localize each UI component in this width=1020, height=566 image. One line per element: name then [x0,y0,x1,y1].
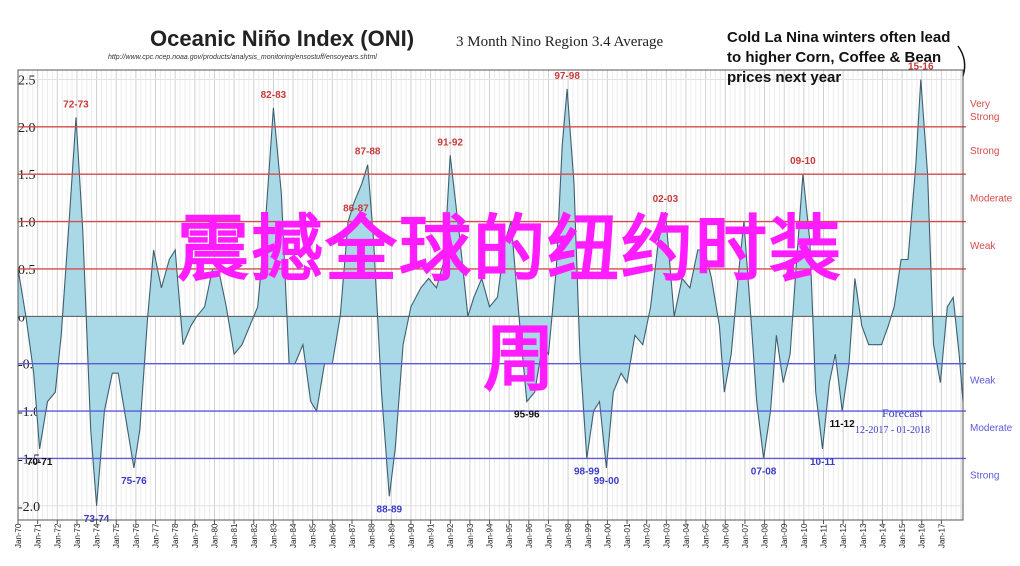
x-tick-label: Jan-16 [918,523,927,548]
el-nino-event-label: 15-16 [908,61,934,72]
x-tick-label: Jan-13 [859,523,868,548]
x-tick-label: Jan-01 [623,523,632,548]
la-nina-event-label: 11-12 [830,419,855,430]
threshold-label: Strong [970,470,999,481]
overlay-headline-second-line: 周 [482,317,557,401]
x-tick-label: Jan-12 [839,523,848,548]
x-tick-label: Jan-81 [230,523,239,548]
la-nina-event-label: 88-89 [377,504,403,515]
x-tick-label: Jan-09 [780,523,789,548]
x-tick-label: Jan-70 [14,523,23,548]
y-tick-label: -1.0 [18,405,40,420]
x-tick-label: Jan-84 [289,523,298,548]
y-tick-label: 0 [18,310,25,325]
callout-text: Cold La Nina winters often lead to highe… [727,29,951,86]
x-tick-label: Jan-94 [486,523,495,548]
y-tick-label: -2.0 [18,500,40,515]
plot-frame [17,69,964,521]
x-tick-label: Jan-91 [427,523,436,548]
y-tick-label: -1.5 [18,452,40,467]
la-nina-event-label: 70-71 [27,457,53,468]
la-nina-event-label: 99-00 [594,476,620,487]
x-tick-label: Jan-97 [544,523,553,548]
threshold-label: Very [970,99,990,110]
x-tick-label: Jan-88 [368,523,377,548]
x-tick-label: Jan-00 [603,523,612,548]
el-nino-event-label: 09-10 [790,156,816,167]
threshold-label: Weak [970,241,996,252]
chart-title: Oceanic Niño Index (ONI) [150,26,415,51]
x-tick-label: Jan-87 [348,523,357,548]
chart-subtitle: 3 Month Nino Region 3.4 Average [456,34,664,50]
x-tick-label: Jan-75 [112,523,121,548]
x-tick-label: Jan-15 [898,523,907,548]
el-nino-event-label: 87-88 [355,147,381,158]
x-tick-label: Jan-76 [132,523,141,548]
x-tick-label: Jan-99 [584,523,593,548]
y-tick-label: 0.5 [18,263,36,278]
x-tick-label: Jan-92 [446,523,455,548]
x-tick-label: Jan-98 [564,523,573,548]
x-tick-label: Jan-95 [505,523,514,548]
y-tick-label: 2.5 [18,73,36,88]
la-nina-event-label: 73-74 [84,514,110,525]
x-tick-label: Jan-83 [269,523,278,548]
x-tick-label: Jan-93 [466,523,475,548]
el-nino-event-label: 86-87 [343,204,369,215]
callout-arrow [957,45,966,77]
x-tick-label: Jan-08 [761,523,770,548]
x-tick-label: Jan-05 [702,523,711,548]
x-tick-label: Jan-78 [171,523,180,548]
source-url: http://www.cpc.ncep.noaa.gov/products/an… [108,54,377,61]
la-nina-event-label: 95-96 [514,410,540,421]
x-tick-label: Jan-11 [820,524,829,548]
x-tick-label: Jan-89 [387,523,396,548]
el-nino-event-label: 72-73 [63,99,89,110]
x-tick-label: Jan-96 [525,523,534,548]
x-tick-label: Jan-82 [250,523,259,548]
el-nino-event-label: 97-98 [554,71,580,82]
el-nino-event-label: 02-03 [653,194,679,205]
threshold-label: Weak [970,376,996,387]
x-tick-label: Jan-80 [210,523,219,548]
x-tick-label: Jan-10 [800,523,809,548]
x-tick-label: Jan-17 [937,523,946,548]
x-tick-label: Jan-74 [93,523,102,548]
y-tick-label: 1.5 [18,168,36,183]
y-tick-label: 1.0 [18,216,36,231]
forecast-range-label: 12-2017 - 01-2018 [855,425,930,436]
x-tick-label: Jan-07 [741,523,750,548]
x-tick-label: Jan-90 [407,523,416,548]
x-tick-label: Jan-02 [643,523,652,548]
x-tick-label: Jan-04 [682,523,691,548]
x-tick-label: Jan-14 [878,523,887,548]
threshold-label: Strong [970,146,999,157]
la-nina-event-label: 07-08 [751,466,777,477]
x-tick-label: Jan-85 [309,523,318,548]
x-tick-label: Jan-72 [53,523,62,548]
x-tick-label: Jan-73 [73,523,82,548]
la-nina-event-label: 98-99 [574,466,600,477]
overlay-headline: 震撼全球的纽约时装 [176,207,843,291]
x-tick-label: Jan-03 [662,523,671,548]
x-tick-label: Jan-79 [191,523,200,548]
la-nina-event-label: 10-11 [810,457,835,468]
el-nino-event-label: 82-83 [261,90,287,101]
el-nino-event-label: 91-92 [437,137,463,148]
forecast-label: Forecast [882,406,923,420]
threshold-label: Moderate [970,423,1013,434]
x-tick-label: Jan-71 [34,523,43,548]
x-tick-label: Jan-77 [152,523,161,548]
threshold-label: Moderate [970,194,1013,205]
y-tick-label: 2.0 [18,121,36,136]
x-tick-label: Jan-86 [328,523,337,548]
la-nina-event-label: 75-76 [121,476,147,487]
threshold-label: Strong [970,112,999,123]
x-tick-label: Jan-06 [721,523,730,548]
